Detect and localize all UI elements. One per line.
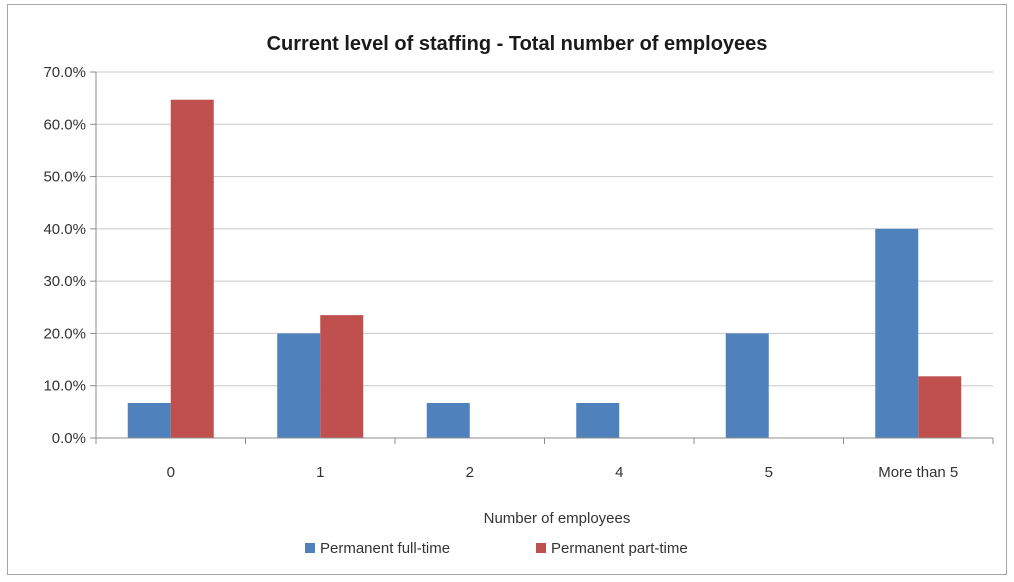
x-tick-label: 0 (167, 464, 175, 481)
y-tick-label: 20.0% (43, 325, 86, 342)
y-tick-label: 50.0% (43, 169, 86, 186)
bar-permanent-part-time-1 (320, 315, 364, 438)
y-tick-label: 30.0% (43, 273, 86, 290)
axes (95, 72, 994, 444)
x-tick-label: 4 (615, 464, 623, 481)
bar-permanent-full-time-4 (725, 333, 769, 438)
x-tick-label: 1 (316, 464, 324, 481)
bar-permanent-full-time-1 (277, 333, 321, 438)
bar-permanent-full-time-0 (127, 402, 171, 438)
x-axis-title: Number of employees (484, 510, 631, 527)
chart-title: Current level of staffing - Total number… (267, 33, 768, 55)
bar-permanent-part-time-5 (918, 376, 962, 438)
gridlines (90, 71, 993, 439)
bar-permanent-full-time-2 (426, 402, 470, 438)
y-tick-label: 0.0% (52, 430, 86, 447)
bars (127, 99, 962, 438)
y-tick-label: 10.0% (43, 378, 86, 395)
x-tick-labels: 0 1 2 4 5 More than 5 (167, 464, 959, 481)
y-tick-label: 40.0% (43, 221, 86, 238)
bar-permanent-full-time-5 (875, 228, 919, 438)
bar-permanent-part-time-0 (170, 99, 214, 438)
legend-swatch (536, 543, 546, 553)
y-tick-label: 70.0% (43, 64, 86, 81)
y-tick-labels: 0.0% 10.0% 20.0% 30.0% 40.0% 50.0% 60.0% 70.0% (43, 64, 86, 447)
legend-label: Permanent full-time (320, 540, 450, 557)
legend-swatch (305, 543, 315, 553)
legend-label: Permanent part-time (551, 540, 688, 557)
x-tick-label: 2 (466, 464, 474, 481)
x-tick-label: 5 (765, 464, 773, 481)
legend: Permanent full-time Permanent part-time (305, 540, 688, 557)
y-tick-label: 60.0% (43, 116, 86, 133)
x-tick-label: More than 5 (878, 464, 958, 481)
bar-permanent-full-time-3 (576, 402, 620, 438)
